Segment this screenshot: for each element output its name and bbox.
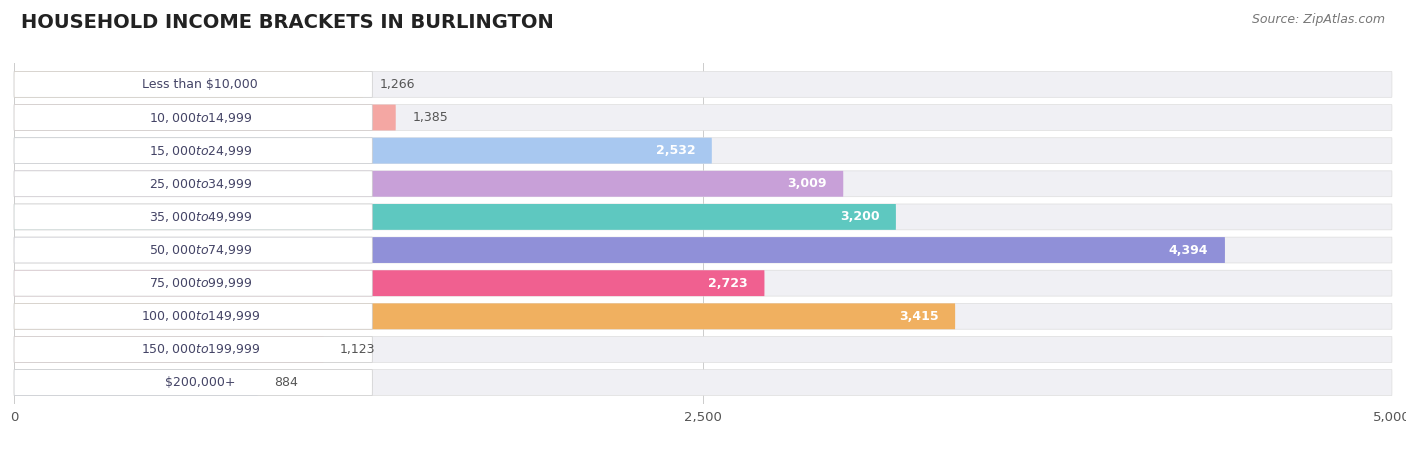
Text: 884: 884: [274, 376, 298, 389]
Text: $25,000 to $34,999: $25,000 to $34,999: [149, 177, 252, 191]
Text: Source: ZipAtlas.com: Source: ZipAtlas.com: [1251, 13, 1385, 26]
Text: $35,000 to $49,999: $35,000 to $49,999: [149, 210, 252, 224]
FancyBboxPatch shape: [14, 304, 955, 329]
FancyBboxPatch shape: [14, 270, 1392, 296]
Text: 1,385: 1,385: [412, 111, 449, 124]
FancyBboxPatch shape: [14, 138, 373, 163]
FancyBboxPatch shape: [14, 237, 373, 263]
FancyBboxPatch shape: [14, 105, 395, 131]
Text: 3,009: 3,009: [787, 177, 827, 190]
Text: 1,123: 1,123: [340, 343, 375, 356]
Text: $150,000 to $199,999: $150,000 to $199,999: [141, 343, 260, 357]
Text: $15,000 to $24,999: $15,000 to $24,999: [149, 144, 252, 158]
Text: 2,532: 2,532: [655, 144, 696, 157]
FancyBboxPatch shape: [14, 370, 373, 396]
Text: 4,394: 4,394: [1168, 243, 1208, 256]
FancyBboxPatch shape: [14, 336, 1392, 362]
FancyBboxPatch shape: [14, 138, 711, 163]
FancyBboxPatch shape: [14, 105, 373, 131]
FancyBboxPatch shape: [14, 71, 363, 97]
Text: $75,000 to $99,999: $75,000 to $99,999: [149, 276, 252, 290]
Text: HOUSEHOLD INCOME BRACKETS IN BURLINGTON: HOUSEHOLD INCOME BRACKETS IN BURLINGTON: [21, 13, 554, 32]
FancyBboxPatch shape: [14, 204, 373, 230]
Text: $50,000 to $74,999: $50,000 to $74,999: [149, 243, 252, 257]
FancyBboxPatch shape: [14, 370, 1392, 396]
FancyBboxPatch shape: [14, 336, 373, 362]
FancyBboxPatch shape: [14, 237, 1392, 263]
Text: 1,266: 1,266: [380, 78, 415, 91]
Text: $200,000+: $200,000+: [165, 376, 236, 389]
FancyBboxPatch shape: [14, 370, 257, 396]
FancyBboxPatch shape: [14, 71, 373, 97]
FancyBboxPatch shape: [14, 105, 1392, 131]
FancyBboxPatch shape: [14, 270, 765, 296]
Text: $100,000 to $149,999: $100,000 to $149,999: [141, 309, 260, 323]
Text: 2,723: 2,723: [709, 277, 748, 290]
FancyBboxPatch shape: [14, 304, 1392, 329]
FancyBboxPatch shape: [14, 336, 323, 362]
FancyBboxPatch shape: [14, 204, 1392, 230]
FancyBboxPatch shape: [14, 237, 1225, 263]
Text: 3,200: 3,200: [839, 211, 879, 224]
FancyBboxPatch shape: [14, 204, 896, 230]
FancyBboxPatch shape: [14, 171, 373, 197]
FancyBboxPatch shape: [14, 71, 1392, 97]
FancyBboxPatch shape: [14, 138, 1392, 163]
Text: $10,000 to $14,999: $10,000 to $14,999: [149, 110, 252, 124]
Text: 3,415: 3,415: [898, 310, 939, 323]
Text: Less than $10,000: Less than $10,000: [142, 78, 259, 91]
FancyBboxPatch shape: [14, 171, 844, 197]
FancyBboxPatch shape: [14, 304, 373, 329]
FancyBboxPatch shape: [14, 171, 1392, 197]
FancyBboxPatch shape: [14, 270, 373, 296]
